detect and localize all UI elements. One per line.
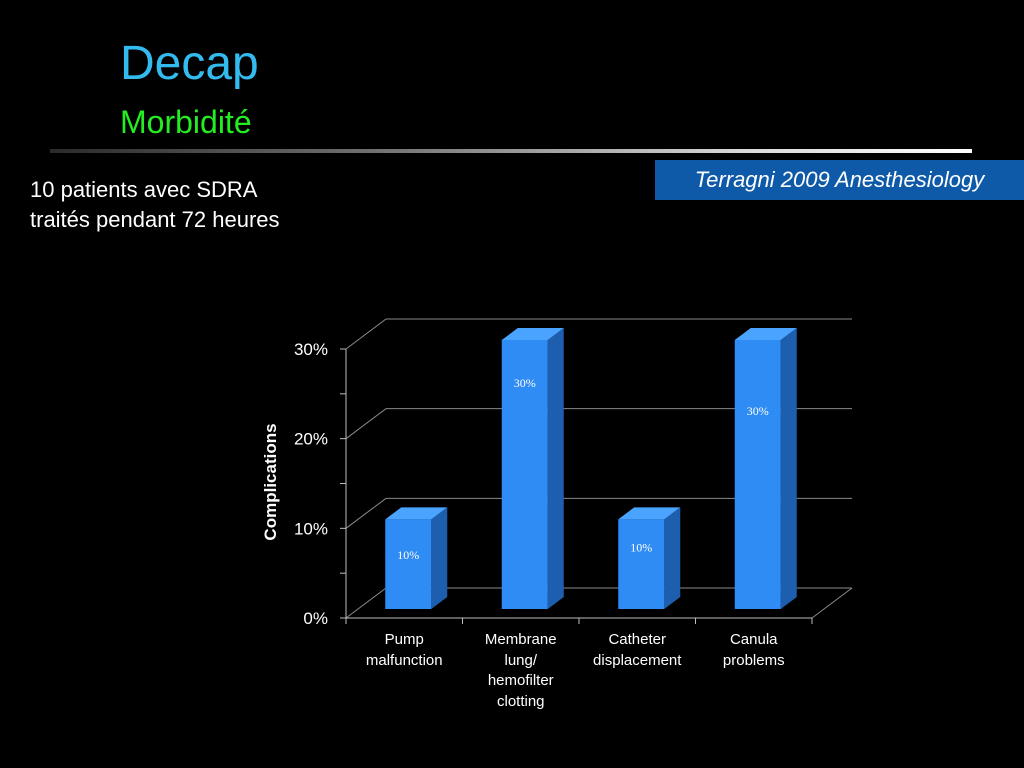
bar-top <box>385 507 448 520</box>
x-category-label: Pump malfunction <box>346 630 462 671</box>
x-category-label-line: Membrane <box>484 631 557 648</box>
bar-value-label: 30% <box>747 404 769 418</box>
intro-line: traités pendant 72 heures <box>30 207 280 232</box>
bar-value-label: 10% <box>397 548 419 562</box>
x-category-label-line: problems <box>722 651 785 669</box>
x-category-label-line: lung/ <box>504 651 538 669</box>
bar-top <box>618 507 681 520</box>
slide-title: Decap <box>120 37 259 90</box>
x-category-label-line: Pump <box>384 631 424 648</box>
floor-edge <box>811 587 853 619</box>
y-tick-label: 30% <box>294 340 328 359</box>
x-category-label: Catheter displacement <box>579 630 695 671</box>
x-category-label-line: Canula <box>729 631 778 648</box>
x-category-label-line: hemofilter <box>487 672 554 689</box>
bar-top <box>501 328 564 340</box>
bar-side <box>780 328 797 609</box>
bar <box>385 519 432 609</box>
slide-subtitle: Morbidité <box>120 104 252 140</box>
bar <box>734 340 781 609</box>
bar-top <box>734 328 797 340</box>
intro-text: 10 patients avec SDRA traités pendant 72… <box>30 175 280 235</box>
grid-diagonal <box>345 408 387 440</box>
x-category-label: Membrane lung/hemofilter clotting <box>463 630 579 712</box>
title-divider <box>50 149 972 153</box>
bar <box>618 519 665 609</box>
x-category-label-line: Catheter <box>608 631 667 648</box>
x-category-label-line: malfunction <box>365 651 443 669</box>
bar <box>501 340 548 609</box>
bar-side <box>664 507 681 609</box>
intro-line: 10 patients avec SDRA <box>30 177 258 202</box>
y-tick-label: 10% <box>294 519 328 538</box>
bar-value-label: 10% <box>630 540 652 554</box>
y-tick-label: 20% <box>294 430 328 449</box>
x-category-label-line: displacement <box>593 651 682 669</box>
citation-box: Terragni 2009 Anesthesiology <box>655 160 1024 200</box>
x-category-label-line: clotting <box>496 692 545 710</box>
grid-diagonal <box>345 318 387 350</box>
x-category-label: Canula problems <box>696 630 812 671</box>
bar-value-label: 30% <box>514 376 536 390</box>
y-tick-label: 0% <box>303 609 328 628</box>
grid-diagonal <box>345 587 387 619</box>
grid-diagonal <box>345 497 387 529</box>
bar-side <box>431 507 448 609</box>
bar-side <box>547 328 564 609</box>
y-axis-label: Complications <box>261 423 280 541</box>
